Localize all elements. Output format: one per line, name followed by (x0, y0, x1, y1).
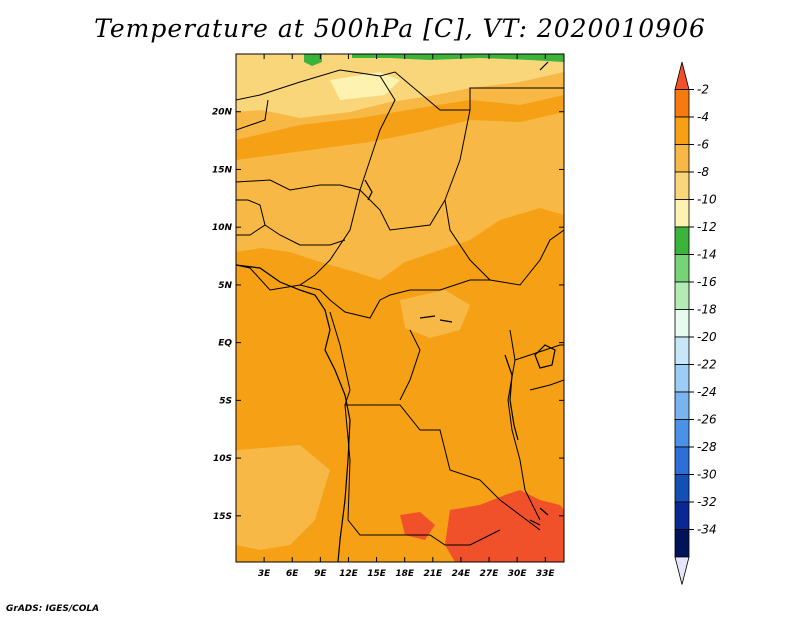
x-tick-label: 9E (314, 569, 327, 579)
colorbar-label: -20 (697, 330, 717, 344)
colorbar-label: -18 (697, 303, 717, 317)
y-tick-label: 15S (213, 512, 232, 522)
colorbar-segment (674, 254, 690, 283)
y-tick-label: 20N (212, 108, 233, 118)
x-tick-label: 3E (258, 569, 271, 579)
colorbar-label: -2 (697, 83, 709, 97)
colorbar-label: -24 (697, 385, 717, 399)
field-patch-east (478, 112, 560, 155)
colorbar-label: -6 (697, 138, 709, 152)
colorbar-label: -26 (697, 413, 717, 427)
colorbar: -2 -4 -6 -8 -10 -12 -14 -16 -18 -20 -22 -24 -26 -28 -3… (674, 61, 717, 585)
field-green-top (304, 54, 564, 66)
colorbar-segment (674, 281, 690, 310)
plot-frame (235, 53, 565, 563)
map-plot-area (236, 54, 564, 562)
colorbar-arrow-top (674, 61, 690, 90)
field-band-mid (236, 95, 564, 160)
x-tick-label: 18E (395, 569, 415, 579)
x-tick-label: 12E (339, 569, 359, 579)
colorbar-segment (674, 391, 690, 420)
colorbar-label: -34 (697, 523, 717, 537)
colorbar-segment (674, 89, 690, 118)
coastlines (236, 61, 556, 562)
y-tick-label: 15N (212, 165, 233, 175)
y-tick-label: EQ (218, 339, 232, 349)
colorbar-arrow-bottom (674, 556, 690, 585)
grads-credit: GrADS: IGES/COLA (6, 604, 100, 614)
colorbar-segment (674, 501, 690, 530)
colorbar-label: -32 (697, 495, 717, 509)
colorbar-segment (674, 474, 690, 503)
y-tick-label: 5N (218, 281, 232, 291)
colorbar-label: -30 (697, 468, 717, 482)
colorbar-segment (674, 336, 690, 365)
axes: 3E 6E 9E 12E 15E 18E 21E 24E 27E 30E 33E 20N 15N 10N 5… (212, 54, 564, 579)
colorbar-label: -8 (697, 165, 709, 179)
colorbar-segment (674, 199, 690, 228)
colorbar-label: -10 (697, 193, 717, 207)
colorbar-label: -4 (697, 110, 709, 124)
colorbar-segment (674, 364, 690, 393)
colorbar-segment (674, 529, 690, 558)
colorbar-label: -22 (697, 358, 717, 372)
x-tick-label: 27E (480, 569, 500, 579)
colorbar-segment (674, 419, 690, 448)
field-southeast-patch (400, 512, 435, 540)
colorbar-segment (674, 144, 690, 173)
country-borders (236, 69, 564, 546)
x-tick-label: 15E (367, 569, 387, 579)
field-patch-central (400, 290, 470, 338)
x-tick-label: 24E (452, 569, 472, 579)
x-tick-label: 21E (423, 569, 443, 579)
colorbar-segment (674, 116, 690, 145)
y-tick-label: 10S (213, 454, 232, 464)
colorbar-segment (674, 309, 690, 338)
y-tick-label: 5S (219, 396, 232, 406)
chart-title: Temperature at 500hPa [C], VT: 202001090… (94, 14, 706, 43)
colorbar-segment (674, 446, 690, 475)
field-far-north (236, 54, 564, 118)
colorbar-segment (674, 226, 690, 255)
colorbar-label: -12 (697, 220, 717, 234)
y-tick-label: 10N (212, 223, 233, 233)
x-tick-label: 6E (286, 569, 299, 579)
colorbar-label: -16 (697, 275, 717, 289)
colorbar-segment (674, 171, 690, 200)
colorbar-label: -14 (697, 248, 717, 262)
field-southwest (236, 445, 330, 550)
colorbar-label: -28 (697, 440, 717, 454)
field-pale-north (330, 72, 400, 100)
x-tick-label: 33E (536, 569, 556, 579)
x-tick-label: 30E (508, 569, 528, 579)
